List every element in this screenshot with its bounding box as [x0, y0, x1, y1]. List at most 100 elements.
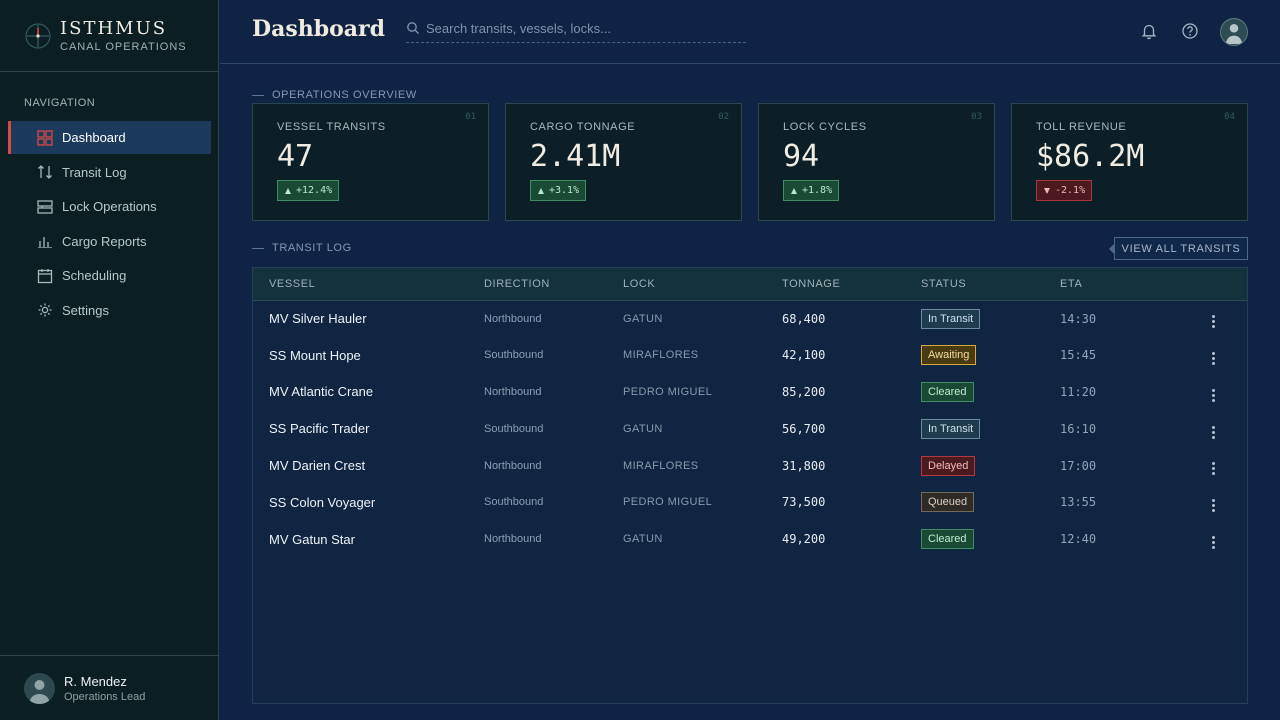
status-badge: In Transit: [921, 418, 981, 439]
kpi-value: $86.2M: [1036, 139, 1145, 174]
lock-chambers-icon: [37, 199, 53, 215]
more-options-icon[interactable]: [1203, 422, 1223, 442]
transit-table: VESSEL DIRECTION LOCK TONNAGE STATUS ETA…: [252, 267, 1248, 704]
user-avatar-icon: [24, 672, 55, 704]
overview-section-label: OPERATIONS OVERVIEW: [252, 89, 417, 101]
help-icon[interactable]: [1181, 22, 1199, 40]
tonnage: 68,400: [782, 311, 826, 326]
status-cell: Queued: [905, 484, 1044, 521]
kpi-card-toll-revenue: 04 TOLL REVENUE $86.2M -2.1%: [1011, 103, 1248, 221]
kpi-label: TOLL REVENUE: [1036, 121, 1127, 133]
table-row[interactable]: SS Mount Hope Southbound MIRAFLORES 42,1…: [253, 337, 1247, 374]
user-profile[interactable]: R. Mendez Operations Lead: [0, 655, 219, 720]
table-row[interactable]: MV Darien Crest Northbound MIRAFLORES 31…: [253, 447, 1247, 484]
table-row[interactable]: MV Silver Hauler Northbound GATUN 68,400…: [253, 300, 1247, 337]
lock-name: GATUN: [623, 312, 663, 325]
more-options-icon[interactable]: [1203, 459, 1223, 479]
tonnage: 73,500: [782, 495, 826, 510]
vessel-name: MV Atlantic Crane: [269, 384, 374, 400]
grid-icon: [37, 129, 53, 146]
column-header-lock[interactable]: LOCK: [607, 268, 766, 301]
bell-icon[interactable]: [1140, 22, 1158, 40]
kpi-delta: -2.1%: [1055, 185, 1086, 196]
sidebar-item-lock-operations[interactable]: Lock Operations: [8, 190, 211, 223]
column-header-eta[interactable]: ETA: [1044, 268, 1173, 301]
nav-heading: NAVIGATION: [24, 97, 96, 109]
table-row[interactable]: SS Pacific Trader Southbound GATUN 56,70…: [253, 410, 1247, 447]
kpi-value: 47: [277, 139, 314, 174]
table-row[interactable]: MV Gatun Star Northbound GATUN 49,200 Cl…: [253, 521, 1247, 558]
arrows-up-down-icon: [37, 164, 53, 180]
more-options-icon[interactable]: [1203, 312, 1223, 332]
status-cell: Cleared: [905, 521, 1044, 558]
eta: 15:45: [1060, 348, 1097, 363]
column-header-direction[interactable]: DIRECTION: [468, 268, 607, 301]
lock-name: GATUN: [623, 533, 663, 546]
lock-name: PEDRO MIGUEL: [623, 385, 713, 398]
vessel-name: MV Silver Hauler: [269, 311, 367, 327]
status-cell: In Transit: [905, 300, 1044, 337]
kpi-label: LOCK CYCLES: [783, 121, 867, 133]
vessel-name: SS Pacific Trader: [269, 421, 370, 437]
direction: Northbound: [484, 533, 542, 546]
sidebar-item-label: Lock Operations: [62, 199, 157, 215]
actions-cell: [1173, 447, 1247, 484]
user-avatar[interactable]: [1220, 18, 1248, 46]
brand-subtitle: CANAL OPERATIONS: [60, 40, 187, 53]
search-input[interactable]: [426, 18, 726, 38]
status-cell: Delayed: [905, 447, 1044, 484]
trend-up-icon: [791, 187, 797, 194]
sidebar-item-transit-log[interactable]: Transit Log: [8, 156, 211, 189]
vessel-name: SS Colon Voyager: [269, 494, 376, 510]
actions-cell: [1173, 300, 1247, 337]
status-badge: Delayed: [921, 455, 976, 476]
lock-name: MIRAFLORES: [623, 349, 699, 362]
direction: Southbound: [484, 422, 544, 435]
eta: 13:55: [1060, 495, 1097, 510]
gear-icon: [37, 302, 53, 318]
sidebar-item-settings[interactable]: Settings: [8, 294, 211, 327]
sidebar-item-label: Transit Log: [62, 164, 127, 180]
tonnage: 31,800: [782, 458, 826, 473]
more-options-icon[interactable]: [1203, 496, 1223, 516]
table-row[interactable]: SS Colon Voyager Southbound PEDRO MIGUEL…: [253, 484, 1247, 521]
kpi-index: 02: [718, 112, 729, 122]
view-all-transits-button[interactable]: VIEW ALL TRANSITS: [1109, 237, 1248, 260]
compass-logo-icon: [25, 22, 51, 49]
actions-cell: [1173, 410, 1247, 447]
eta: 14:30: [1060, 311, 1097, 326]
column-header-status[interactable]: STATUS: [905, 268, 1044, 301]
vessel-name: SS Mount Hope: [269, 347, 361, 363]
kpi-delta-badge: +1.8%: [783, 180, 840, 201]
sidebar-item-scheduling[interactable]: Scheduling: [8, 259, 211, 292]
bar-chart-icon: [37, 233, 53, 249]
column-header-tonnage[interactable]: TONNAGE: [766, 268, 905, 301]
search-bar[interactable]: [406, 18, 746, 43]
status-badge: Cleared: [921, 381, 974, 402]
table-row[interactable]: MV Atlantic Crane Northbound PEDRO MIGUE…: [253, 374, 1247, 411]
tonnage: 56,700: [782, 421, 826, 436]
direction: Southbound: [484, 349, 544, 362]
sidebar-item-cargo-reports[interactable]: Cargo Reports: [8, 225, 211, 258]
actions-cell: [1173, 374, 1247, 411]
kpi-delta-badge: +3.1%: [530, 180, 587, 201]
actions-cell: [1173, 521, 1247, 558]
page-title: Dashboard: [252, 16, 385, 42]
direction: Northbound: [484, 459, 542, 472]
more-options-icon[interactable]: [1203, 348, 1223, 368]
actions-cell: [1173, 484, 1247, 521]
status-cell: Cleared: [905, 374, 1044, 411]
sidebar-item-label: Cargo Reports: [62, 233, 147, 249]
kpi-delta: +12.4%: [296, 185, 333, 196]
kpi-index: 03: [971, 112, 982, 122]
kpi-delta: +1.8%: [802, 185, 833, 196]
more-options-icon[interactable]: [1203, 532, 1223, 552]
status-badge: In Transit: [921, 308, 981, 329]
kpi-card-lock-cycles: 03 LOCK CYCLES 94 +1.8%: [758, 103, 995, 221]
kpi-label: VESSEL TRANSITS: [277, 121, 386, 133]
tonnage: 49,200: [782, 532, 826, 547]
column-header-vessel[interactable]: VESSEL: [253, 268, 468, 301]
more-options-icon[interactable]: [1203, 385, 1223, 405]
table-header-row: VESSEL DIRECTION LOCK TONNAGE STATUS ETA: [253, 268, 1247, 301]
sidebar-item-dashboard[interactable]: Dashboard: [8, 121, 211, 154]
